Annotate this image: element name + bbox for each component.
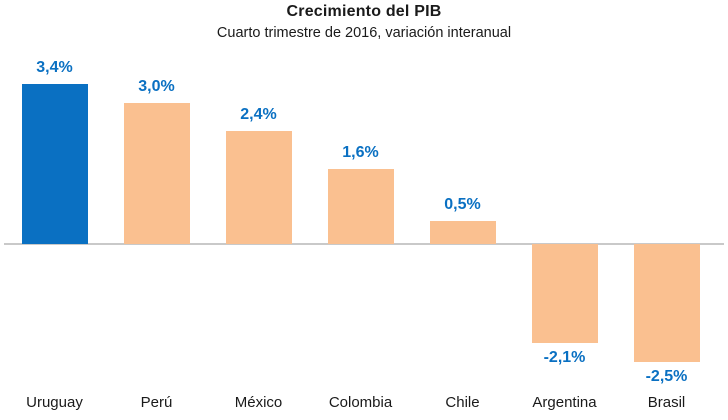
- bar-chile: [429, 220, 496, 244]
- chart-subtitle: Cuarto trimestre de 2016, variación inte…: [216, 25, 512, 41]
- bar-uruguay: [21, 84, 88, 244]
- category-label-chile: Chile: [445, 394, 480, 411]
- bar-brasil: [633, 244, 700, 362]
- chart-title: Crecimiento del PIB: [286, 3, 442, 20]
- x-axis-line: [4, 243, 724, 245]
- category-label-argentina: Argentina: [532, 394, 597, 411]
- bar-mexico: [225, 131, 292, 244]
- category-label-colombia: Colombia: [328, 394, 393, 411]
- bar-argentina: [531, 244, 598, 343]
- category-label-mexico: México: [234, 394, 283, 411]
- bar-colombia: [327, 168, 394, 244]
- value-label-brasil: -2,5%: [645, 367, 688, 385]
- value-label-argentina: -2,1%: [543, 348, 586, 366]
- value-label-mexico: 2,4%: [240, 106, 277, 124]
- category-label-peru: Perú: [140, 394, 173, 411]
- value-label-colombia: 1,6%: [342, 143, 379, 161]
- value-label-peru: 3,0%: [138, 78, 175, 95]
- bar-peru: [123, 103, 190, 244]
- category-label-uruguay: Uruguay: [26, 394, 83, 411]
- value-label-uruguay: 3,4%: [36, 59, 73, 77]
- category-label-brasil: Brasil: [647, 394, 686, 411]
- value-label-chile: 0,5%: [444, 195, 481, 213]
